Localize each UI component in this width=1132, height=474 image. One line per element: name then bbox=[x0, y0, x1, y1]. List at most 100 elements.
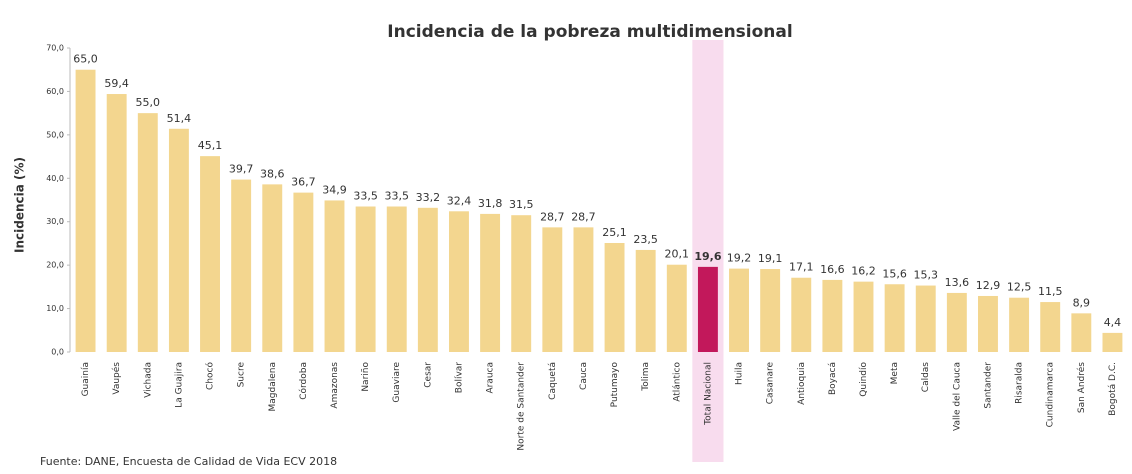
value-label: 8,9 bbox=[1073, 296, 1091, 309]
x-tick-label: Huila bbox=[735, 362, 745, 385]
bar bbox=[168, 128, 189, 352]
bar bbox=[386, 206, 407, 352]
x-tick-label: Cauca bbox=[579, 362, 589, 390]
value-label: 15,6 bbox=[882, 267, 907, 280]
bar bbox=[697, 266, 718, 352]
bar bbox=[1009, 297, 1030, 352]
bar bbox=[666, 264, 687, 352]
y-tick-label: 20,0 bbox=[46, 261, 64, 270]
value-label: 11,5 bbox=[1038, 285, 1063, 298]
x-tick-label: Amazonas bbox=[330, 362, 340, 409]
bar bbox=[106, 94, 127, 352]
x-tick-label: Bogotá D.C. bbox=[1108, 362, 1118, 416]
bar bbox=[635, 249, 656, 352]
value-label: 15,3 bbox=[913, 269, 938, 282]
value-label: 45,1 bbox=[198, 139, 223, 152]
highlight-band bbox=[692, 40, 724, 462]
value-label: 17,1 bbox=[789, 261, 814, 274]
x-tick-label: Norte de Santander bbox=[517, 362, 527, 451]
x-tick-label: Casanare bbox=[766, 362, 776, 405]
x-tick-label: Tolima bbox=[641, 362, 651, 392]
x-tick-label: Vaupés bbox=[111, 362, 122, 395]
value-label: 19,2 bbox=[727, 252, 752, 265]
value-label: 36,7 bbox=[291, 176, 316, 189]
bar bbox=[853, 281, 874, 352]
x-tick-label: Caquetá bbox=[548, 362, 558, 400]
value-label: 25,1 bbox=[602, 226, 627, 239]
bar bbox=[1102, 332, 1123, 352]
x-tick-label: Atlántico bbox=[672, 362, 682, 402]
value-label: 16,6 bbox=[820, 263, 845, 276]
bar bbox=[324, 200, 345, 352]
bar bbox=[75, 69, 96, 352]
x-tick-label: Santander bbox=[983, 362, 993, 409]
x-tick-label: Arauca bbox=[486, 362, 496, 394]
value-label: 13,6 bbox=[945, 276, 970, 289]
value-label: 16,2 bbox=[851, 265, 876, 278]
value-label: 38,6 bbox=[260, 167, 285, 180]
bar bbox=[417, 207, 438, 352]
bar bbox=[822, 279, 843, 352]
bar bbox=[200, 156, 220, 352]
y-tick-label: 50,0 bbox=[46, 130, 64, 139]
value-label: 28,7 bbox=[540, 210, 565, 223]
value-label: 31,5 bbox=[509, 198, 534, 211]
bar bbox=[262, 184, 283, 352]
value-label: 39,7 bbox=[229, 163, 254, 176]
bar bbox=[449, 211, 469, 352]
x-tick-label: Antioquia bbox=[797, 362, 807, 405]
chart-title: Incidencia de la pobreza multidimensiona… bbox=[387, 22, 792, 42]
x-tick-label: Quindío bbox=[859, 362, 869, 397]
value-label: 19,1 bbox=[758, 252, 783, 265]
bar bbox=[915, 285, 936, 352]
y-axis-label: Incidencia (%) bbox=[13, 157, 27, 253]
y-tick-label: 40,0 bbox=[46, 174, 64, 183]
bar bbox=[137, 113, 158, 353]
x-tick-label: Córdoba bbox=[298, 362, 309, 400]
x-tick-label: Boyacá bbox=[828, 362, 838, 395]
bar bbox=[542, 227, 563, 352]
value-label: 20,1 bbox=[665, 248, 690, 261]
x-tick-label: Total Nacional bbox=[703, 362, 713, 426]
bar bbox=[604, 242, 625, 352]
bar bbox=[1071, 313, 1092, 352]
value-label: 12,9 bbox=[976, 279, 1001, 292]
value-label: 33,5 bbox=[353, 190, 378, 203]
value-label: 28,7 bbox=[571, 210, 596, 223]
bar bbox=[293, 192, 314, 352]
value-label: 32,4 bbox=[447, 194, 472, 207]
value-label: 51,4 bbox=[167, 112, 192, 125]
bar bbox=[511, 215, 532, 352]
x-tick-label: Risaralda bbox=[1015, 362, 1025, 404]
y-tick-label: 70,0 bbox=[46, 44, 64, 53]
y-tick-label: 10,0 bbox=[46, 304, 64, 313]
x-tick-label: Valle del Cauca bbox=[952, 362, 962, 431]
x-tick-label: Cesar bbox=[423, 362, 433, 388]
value-label: 55,0 bbox=[136, 96, 161, 109]
x-tick-label: Sucre bbox=[237, 362, 247, 388]
x-tick-label: Vichada bbox=[143, 362, 153, 398]
bar bbox=[480, 213, 501, 352]
bar bbox=[978, 295, 998, 352]
bar bbox=[355, 206, 376, 352]
x-tick-label: Chocó bbox=[205, 362, 216, 390]
bar bbox=[1040, 302, 1061, 352]
y-tick-label: 30,0 bbox=[46, 217, 64, 226]
value-label: 12,5 bbox=[1007, 281, 1032, 294]
bar bbox=[791, 277, 812, 352]
bar bbox=[729, 268, 749, 352]
y-tick-label: 60,0 bbox=[46, 87, 64, 96]
value-label: 34,9 bbox=[322, 183, 347, 196]
x-tick-label: Putumayo bbox=[610, 362, 620, 408]
x-tick-label: Cundinamarca bbox=[1046, 362, 1056, 427]
x-tick-label: Bolívar bbox=[454, 362, 464, 394]
x-tick-label: Nariño bbox=[361, 362, 371, 392]
bar bbox=[231, 179, 252, 352]
x-tick-label: Guainía bbox=[81, 362, 91, 396]
y-tick-label: 0,0 bbox=[51, 348, 64, 357]
x-tick-label: Magdalena bbox=[268, 362, 278, 411]
x-tick-label: San Andrés bbox=[1076, 362, 1087, 413]
source: Fuente: DANE, Encuesta de Calidad de Vid… bbox=[40, 455, 337, 468]
bar bbox=[573, 227, 594, 352]
